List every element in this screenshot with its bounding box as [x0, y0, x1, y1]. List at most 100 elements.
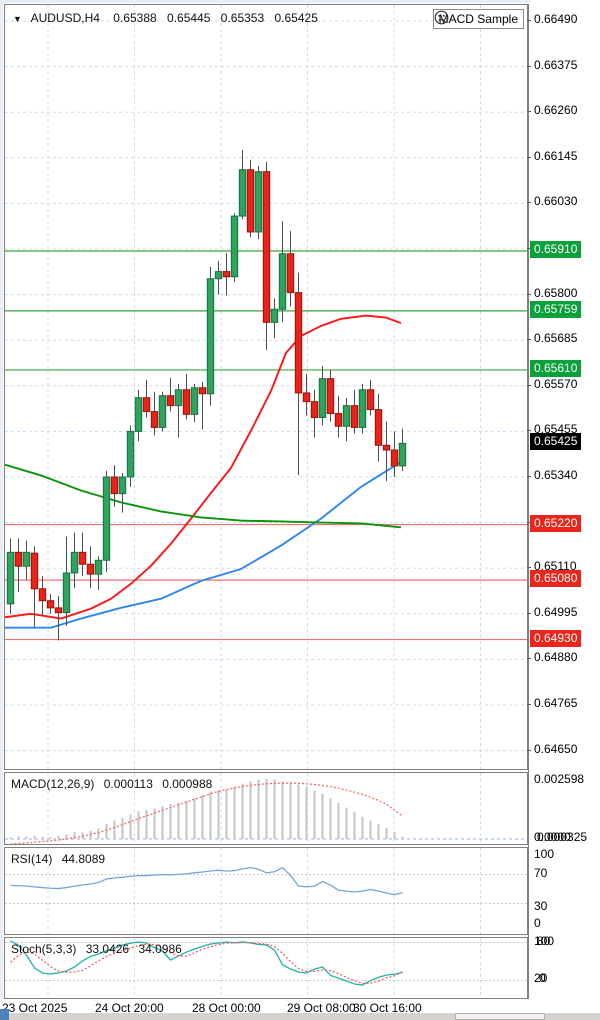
window-corner-accent: [0, 1009, 9, 1020]
scale-tick: [527, 384, 531, 386]
support-price-badge: 0.64930: [530, 629, 582, 647]
sad-smiley-icon[interactable]: [434, 10, 449, 25]
bear-candle: [286, 253, 295, 294]
macd-panel: MACD(12,26,9) 0.000113 0.000988: [4, 772, 528, 845]
bull-candle: [214, 271, 223, 280]
resistance-price-badge: 0.65910: [530, 240, 582, 258]
ma-fast-red[interactable]: [5, 314, 402, 620]
horizontal-scrollbar[interactable]: [0, 1013, 600, 1020]
macd-chart: [5, 773, 527, 844]
bull-candle: [398, 442, 407, 467]
scale-tick: [527, 65, 531, 67]
bull-candle: [22, 551, 31, 567]
bull-candle: [174, 389, 183, 407]
bull-candle: [6, 551, 15, 605]
bull-candle: [94, 559, 103, 575]
scale-separator: [528, 4, 529, 1013]
bear-candle: [350, 405, 359, 428]
macd-scale-current: 0.000325: [537, 830, 588, 844]
macd-scale-zero: 0.0000: [534, 830, 571, 844]
time-axis-label: 30 Oct 16:00: [353, 1001, 422, 1015]
scale-tick: [527, 475, 531, 477]
stoch-scale-label: 20: [534, 971, 548, 985]
rsi-title: RSI(14): [11, 852, 53, 866]
symbol-dropdown-button[interactable]: ▼: [13, 14, 22, 24]
bull-candle: [190, 387, 199, 415]
price-tick-label: 0.64995: [534, 604, 578, 619]
bear-candle: [198, 387, 207, 395]
stochastic-chart: [5, 938, 527, 998]
ma-slow-green[interactable]: [5, 463, 402, 529]
price-tick-label: 0.64650: [534, 741, 578, 756]
price-chart-panel: ▼ AUDUSD,H4 0.65388 0.65445 0.65353 0.65…: [4, 4, 528, 770]
scale-tick: [527, 749, 531, 751]
bear-candle: [310, 401, 319, 419]
scale-tick: [527, 339, 531, 341]
price-tick-label: 0.66145: [534, 148, 578, 163]
bull-candle: [318, 378, 327, 419]
stochastic-panel: Stoch(5,3,3) 33.0426 34.0986: [4, 937, 528, 999]
price-tick-label: 0.66490: [534, 12, 578, 26]
bull-candle: [206, 278, 215, 395]
price-tick-label: 0.65340: [534, 467, 578, 482]
bear-candle: [262, 171, 271, 323]
bear-candle: [166, 395, 175, 407]
rsi-scale-label: 30: [534, 899, 548, 913]
bear-candle: [382, 444, 391, 451]
bear-candle: [150, 411, 159, 428]
expert-advisor-label: MACD Sample: [432, 9, 524, 29]
bear-candle: [38, 588, 47, 602]
price-tick-label: 0.65800: [534, 285, 578, 300]
time-axis-label: 23 Oct 2025: [2, 1001, 68, 1015]
bear-candle: [54, 607, 63, 614]
bear-candle: [46, 600, 55, 609]
ma-mid-blue[interactable]: [5, 461, 402, 629]
price-tick-label: 0.64880: [534, 650, 578, 665]
time-axis[interactable]: 23 Oct 2025 24 Oct 20:00 28 Oct 00:00 29 Oc…: [0, 999, 600, 1015]
scale-tick: [527, 612, 531, 614]
bull-candle: [102, 476, 111, 561]
scale-tick: [527, 658, 531, 660]
bear-candle: [142, 397, 151, 413]
bear-candle: [302, 392, 311, 403]
ohlc-close: 0.65425: [274, 11, 318, 25]
stoch-d-line: [10, 941, 403, 984]
bull-candle: [126, 430, 135, 478]
price-tick-label: 0.66030: [534, 194, 578, 209]
scale-tick: [527, 111, 531, 113]
bull-candle: [230, 215, 239, 278]
rsi-scale-label: 0: [534, 916, 541, 930]
scrollbar-thumb[interactable]: [455, 1013, 545, 1020]
window-left-edge: [0, 0, 3, 1020]
chart-header: ▼ AUDUSD,H4 0.65388 0.65445 0.65353 0.65…: [13, 11, 318, 25]
stoch-title: Stoch(5,3,3): [11, 942, 77, 956]
stoch-header: Stoch(5,3,3) 33.0426 34.0986: [11, 942, 182, 956]
window-top-edge: [0, 0, 600, 3]
price-tick-label: 0.65685: [534, 331, 578, 346]
stoch-scale-label: 0: [539, 971, 546, 985]
bull-candle: [118, 476, 127, 495]
stoch-value-d: 34.0986: [138, 942, 182, 956]
ohlc-high: 0.65445: [167, 11, 211, 25]
scale-tick: [527, 430, 531, 432]
bull-candle: [158, 395, 167, 428]
price-tick-label: 0.65455: [534, 422, 578, 437]
time-axis-label: 28 Oct 00:00: [192, 1001, 261, 1015]
price-tick-label: 0.65110: [534, 559, 577, 574]
bear-candle: [374, 409, 383, 446]
price-scale[interactable]: 0.66490 0.66375 0.66260 0.66145 0.66030 0.659…: [527, 0, 600, 1013]
bear-candle: [366, 389, 375, 411]
stoch-scale-label: 100: [534, 934, 555, 948]
price-tick-label: 0.66375: [534, 57, 578, 72]
rsi-scale-label: 100: [534, 847, 555, 861]
time-axis-label: 24 Oct 20:00: [95, 1001, 164, 1015]
rsi-panel: RSI(14) 44.8089: [4, 847, 528, 935]
bear-candle: [294, 292, 303, 394]
time-axis-label: 29 Oct 08:00: [287, 1001, 356, 1015]
bull-candle: [358, 389, 367, 428]
macd-title: MACD(12,26,9): [11, 777, 95, 791]
bull-candle: [134, 397, 143, 432]
scale-tick: [527, 521, 531, 523]
bear-candle: [334, 413, 343, 427]
